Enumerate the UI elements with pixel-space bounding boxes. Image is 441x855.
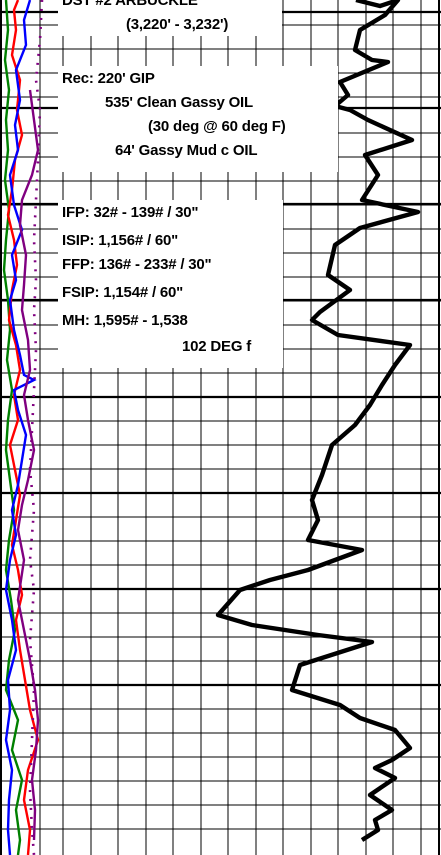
mud-recovery-line: 64' Gassy Mud c OIL xyxy=(115,142,258,159)
red-log-curve xyxy=(6,0,40,855)
purple-log-curve xyxy=(16,89,40,841)
temperature-line: 102 DEG f xyxy=(182,338,252,355)
blue-log-curve xyxy=(4,0,37,855)
green-log-curve xyxy=(2,0,24,855)
fsip-line: FSIP: 1,154# / 60" xyxy=(62,284,184,301)
dst-title: DST #2 ARBUCKLE xyxy=(62,0,198,9)
isip-line: ISIP: 1,156# / 60" xyxy=(62,232,179,249)
mud-hydrostatic-line: MH: 1,595# - 1,538 xyxy=(62,312,188,329)
ifp-line: IFP: 32# - 139# / 30" xyxy=(62,204,199,221)
dst-interval: (3,220' - 3,232') xyxy=(126,16,229,33)
dst-annotation-box: DST #2 ARBUCKLE (3,220' - 3,232') xyxy=(58,0,282,36)
purple-dotted-log-curve xyxy=(28,0,44,855)
recovery-annotation-box: Rec: 220' GIP 535' Clean Gassy OIL (30 d… xyxy=(58,66,338,172)
pressure-annotation-box: IFP: 32# - 139# / 30" ISIP: 1,156# / 60"… xyxy=(58,200,283,368)
ffp-line: FFP: 136# - 233# / 30" xyxy=(62,256,212,273)
black-log-curve xyxy=(215,0,421,842)
oil-gravity-line: (30 deg @ 60 deg F) xyxy=(148,118,286,135)
recovery-line: Rec: 220' GIP xyxy=(62,70,155,87)
oil-recovery-line: 535' Clean Gassy OIL xyxy=(105,94,253,111)
